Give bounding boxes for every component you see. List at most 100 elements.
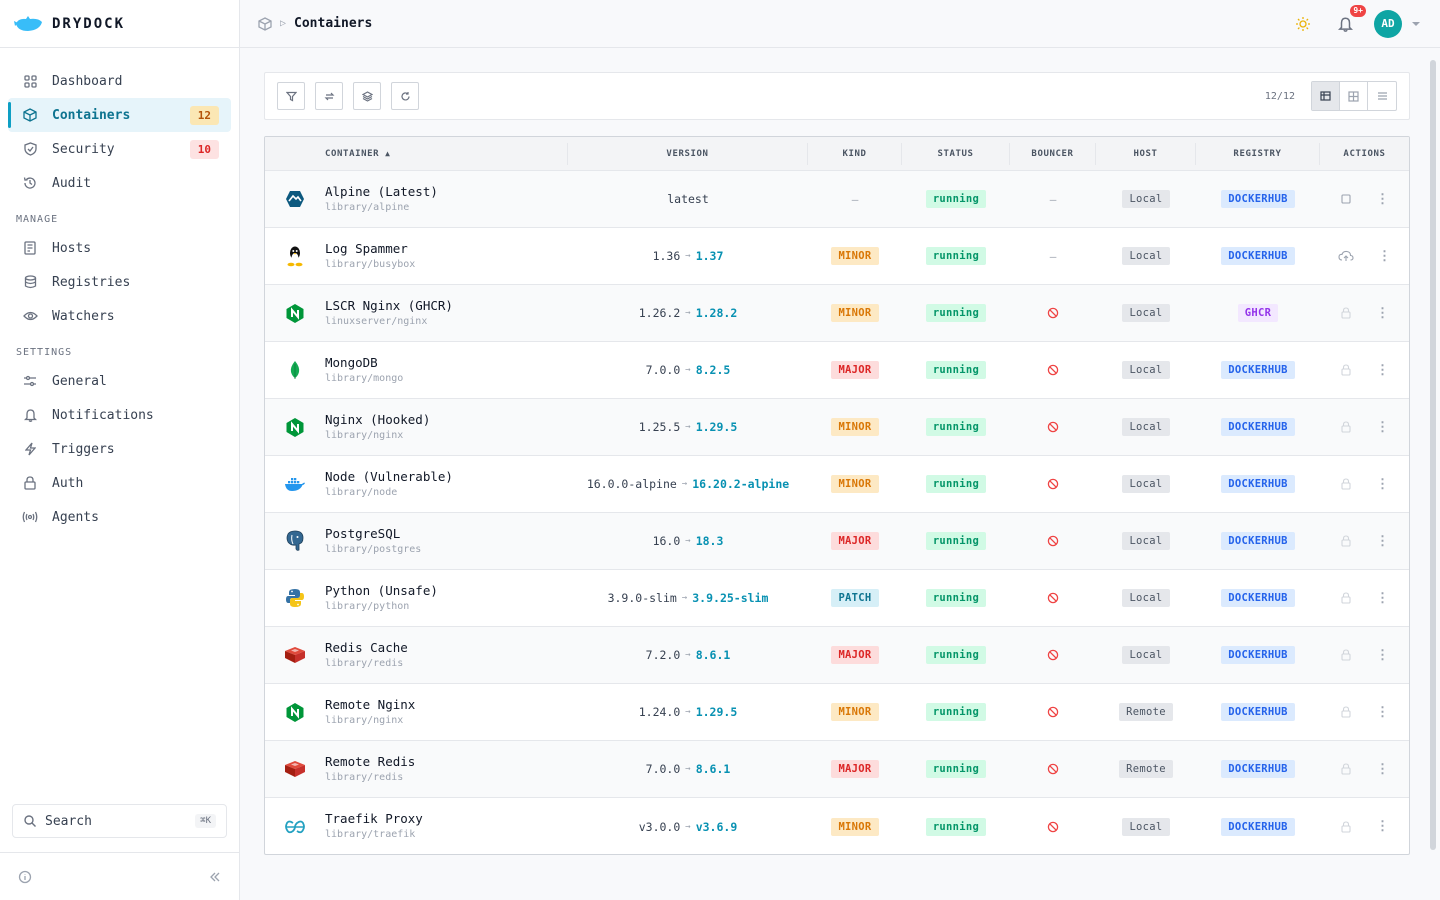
brand[interactable]: DRYDOCK: [0, 0, 239, 48]
container-name-cell[interactable]: PostgreSQL library/postgres: [325, 513, 568, 569]
more-vertical-icon[interactable]: ⋮: [1376, 590, 1389, 606]
sidebar-item-containers[interactable]: Containers 12: [8, 98, 231, 132]
more-vertical-icon[interactable]: ⋮: [1376, 704, 1389, 720]
more-vertical-icon[interactable]: ⋮: [1376, 362, 1389, 378]
filter-button[interactable]: [277, 82, 305, 110]
sun-icon[interactable]: [1294, 15, 1312, 33]
table-row[interactable]: Alpine (Latest) library/alpine latest – …: [265, 171, 1409, 228]
lock-icon[interactable]: [1340, 649, 1352, 661]
container-name-cell[interactable]: Remote Nginx library/nginx: [325, 684, 568, 740]
container-name[interactable]: Traefik Proxy: [325, 811, 423, 826]
view-table-button[interactable]: [1312, 82, 1340, 110]
collapse-sidebar-icon[interactable]: [208, 870, 222, 884]
page-scrollbar[interactable]: [1430, 60, 1436, 850]
container-name[interactable]: Nginx (Hooked): [325, 412, 431, 427]
sidebar-item-security[interactable]: Security 10: [8, 132, 231, 166]
lock-icon[interactable]: [1340, 820, 1352, 833]
table-row[interactable]: Remote Nginx library/nginx 1.24.0 → 1.29.5…: [265, 684, 1409, 741]
new-version[interactable]: 1.37: [695, 249, 724, 263]
more-vertical-icon[interactable]: ⋮: [1376, 533, 1389, 549]
container-name[interactable]: Alpine (Latest): [325, 184, 438, 199]
container-name-cell[interactable]: Remote Redis library/redis: [325, 741, 568, 797]
header-version[interactable]: VERSION: [568, 142, 808, 165]
container-name-cell[interactable]: Nginx (Hooked) library/nginx: [325, 399, 568, 455]
sidebar-item-agents[interactable]: Agents: [8, 500, 231, 534]
info-icon[interactable]: [18, 870, 32, 884]
container-name[interactable]: Node (Vulnerable): [325, 469, 453, 484]
lock-icon[interactable]: [1340, 307, 1352, 319]
more-vertical-icon[interactable]: ⋮: [1376, 761, 1389, 777]
more-vertical-icon[interactable]: ⋮: [1376, 419, 1389, 435]
notifications-button[interactable]: 9+: [1336, 4, 1366, 33]
table-row[interactable]: LSCR Nginx (GHCR) linuxserver/nginx 1.26…: [265, 285, 1409, 342]
container-name-cell[interactable]: Python (Unsafe) library/python: [325, 570, 568, 626]
lock-icon[interactable]: [1340, 421, 1352, 433]
container-name[interactable]: Log Spammer: [325, 241, 408, 256]
header-bouncer[interactable]: BOUNCER: [1010, 142, 1096, 165]
container-name[interactable]: Remote Redis: [325, 754, 416, 769]
header-status[interactable]: STATUS: [902, 142, 1010, 165]
sidebar-item-watchers[interactable]: Watchers: [8, 299, 231, 333]
lock-icon[interactable]: [1340, 763, 1352, 775]
more-vertical-icon[interactable]: ⋮: [1376, 476, 1389, 492]
new-version[interactable]: v3.6.9: [695, 819, 738, 834]
view-grid-button[interactable]: [1340, 82, 1368, 110]
new-version[interactable]: 8.6.1: [695, 648, 731, 662]
new-version[interactable]: 8.6.1: [695, 762, 731, 776]
container-name-cell[interactable]: Log Spammer library/busybox: [325, 228, 568, 284]
table-row[interactable]: Remote Redis library/redis 7.0.0 → 8.6.1 M…: [265, 741, 1409, 798]
more-vertical-icon[interactable]: ⋮: [1378, 248, 1391, 264]
view-list-button[interactable]: [1368, 82, 1396, 110]
sidebar-item-audit[interactable]: Audit: [8, 166, 231, 200]
container-name[interactable]: MongoDB: [325, 355, 378, 370]
sidebar-item-general[interactable]: General: [8, 364, 231, 398]
container-name[interactable]: LSCR Nginx (GHCR): [325, 298, 453, 313]
more-vertical-icon[interactable]: ⋮: [1376, 191, 1389, 207]
more-vertical-icon[interactable]: ⋮: [1376, 819, 1389, 834]
sidebar-item-notifications[interactable]: Notifications: [8, 398, 231, 432]
sidebar-item-triggers[interactable]: Triggers: [8, 432, 231, 466]
table-row[interactable]: Python (Unsafe) library/python 3.9.0-sli…: [265, 570, 1409, 627]
table-row[interactable]: PostgreSQL library/postgres 16.0 → 18.3 MA…: [265, 513, 1409, 570]
cloud-update-icon[interactable]: [1338, 250, 1354, 262]
sidebar-item-hosts[interactable]: Hosts: [8, 231, 231, 265]
lock-icon[interactable]: [1340, 706, 1352, 718]
new-version[interactable]: 8.2.5: [695, 363, 731, 377]
container-name[interactable]: Python (Unsafe): [325, 583, 438, 598]
new-version[interactable]: 3.9.25-slim: [692, 591, 769, 605]
more-vertical-icon[interactable]: ⋮: [1376, 647, 1389, 663]
sidebar-item-auth[interactable]: Auth: [8, 466, 231, 500]
new-version[interactable]: 18.3: [695, 534, 724, 548]
lock-icon[interactable]: [1340, 364, 1352, 376]
new-version[interactable]: 1.29.5: [695, 420, 738, 434]
table-row[interactable]: Nginx (Hooked) library/nginx 1.25.5 → 1.29…: [265, 399, 1409, 456]
table-row[interactable]: Redis Cache library/redis 7.2.0 → 8.6.1 MA…: [265, 627, 1409, 684]
sort-button[interactable]: [315, 82, 343, 110]
table-row[interactable]: Node (Vulnerable) library/node 16.0.0-al…: [265, 456, 1409, 513]
lock-icon[interactable]: [1340, 478, 1352, 490]
avatar[interactable]: AD: [1374, 9, 1402, 38]
header-host[interactable]: HOST: [1096, 142, 1196, 165]
container-name-cell[interactable]: LSCR Nginx (GHCR) linuxserver/nginx: [325, 285, 568, 341]
header-kind[interactable]: KIND: [808, 142, 902, 165]
refresh-button[interactable]: [391, 82, 419, 110]
container-name[interactable]: Redis Cache: [325, 640, 408, 655]
container-name-cell[interactable]: MongoDB library/mongo: [325, 342, 568, 398]
new-version[interactable]: 1.28.2: [695, 306, 738, 320]
new-version[interactable]: 16.20.2-alpine: [692, 477, 790, 491]
chevron-down-icon[interactable]: [1410, 18, 1422, 30]
lock-icon[interactable]: [1340, 592, 1352, 604]
more-vertical-icon[interactable]: ⋮: [1376, 305, 1389, 321]
stop-icon[interactable]: [1340, 193, 1352, 205]
header-registry[interactable]: REGISTRY: [1196, 142, 1320, 165]
new-version[interactable]: 1.29.5: [695, 705, 738, 719]
sidebar-item-registries[interactable]: Registries: [8, 265, 231, 299]
table-row[interactable]: MongoDB library/mongo 7.0.0 → 8.2.5 MAJOR …: [265, 342, 1409, 399]
container-name-cell[interactable]: Alpine (Latest) library/alpine: [325, 171, 568, 227]
container-name-cell[interactable]: Node (Vulnerable) library/node: [325, 456, 568, 512]
container-name[interactable]: PostgreSQL: [325, 526, 401, 541]
sidebar-item-dashboard[interactable]: Dashboard: [8, 64, 231, 98]
search-input[interactable]: Search ⌘K: [12, 804, 227, 838]
table-row[interactable]: Traefik Proxy library/traefik v3.0.0 → v3.…: [265, 798, 1409, 854]
group-button[interactable]: [353, 82, 381, 110]
